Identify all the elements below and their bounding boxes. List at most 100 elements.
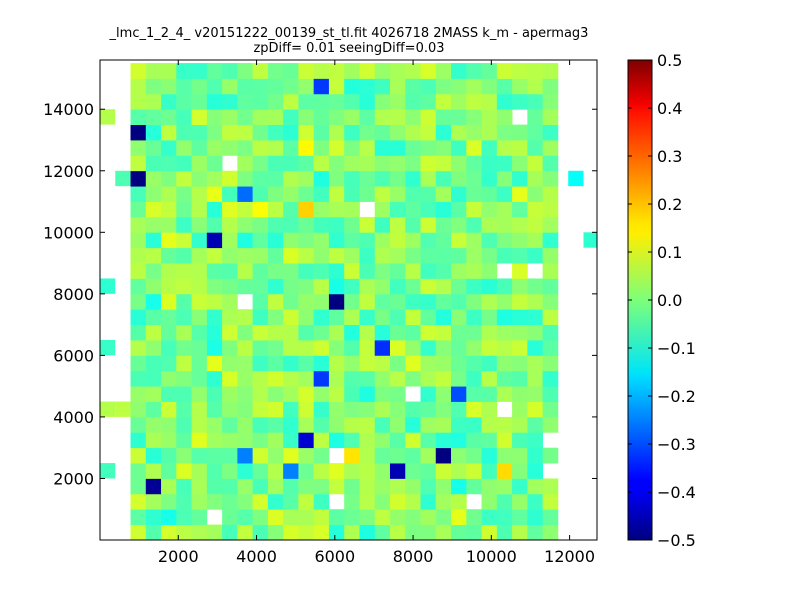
heatmap-cell [161,170,177,187]
colorbar-tick-label: −0.3 [657,435,696,454]
heatmap-cell [313,463,330,479]
heatmap-cell [451,463,467,479]
heatmap-cell [237,432,254,449]
heatmap-cell [191,170,208,187]
heatmap-cell [344,309,360,326]
heatmap-cell [420,263,437,279]
heatmap-cell [161,386,177,402]
heatmap-cell [252,463,269,479]
heatmap-cell [161,93,177,110]
heatmap-cell [359,186,376,202]
heatmap-cell [191,109,208,126]
heatmap-cell [374,78,391,95]
heatmap-cell [389,124,406,141]
heatmap-cell [405,493,421,510]
heatmap-cell [191,232,208,249]
heatmap-cell [451,401,467,418]
heatmap-cell [481,278,498,295]
y-tick-label: 2000 [53,469,94,488]
heatmap-cell [176,263,192,279]
colorbar-tick-label: −0.2 [657,387,696,406]
heatmap-cell [466,93,482,110]
heatmap-cell [191,140,208,156]
heatmap-cell [161,447,177,464]
heatmap-cell [206,463,223,479]
heatmap-cell [161,278,177,295]
heatmap-cell [237,93,254,110]
heatmap-cell [466,263,482,279]
heatmap-cell [298,524,315,541]
heatmap-cell [359,493,376,510]
heatmap-cell [206,109,223,126]
heatmap-cell [405,324,421,341]
heatmap-cell [435,109,452,126]
heatmap-cell [389,93,406,110]
heatmap-cell [267,93,284,110]
heatmap-cell [527,386,543,402]
heatmap-cell [405,370,421,387]
heatmap-cell [542,63,559,79]
heatmap-cell [481,340,498,356]
heatmap-cell [435,78,452,95]
heatmap-cell [328,63,345,79]
heatmap-cell [542,78,559,95]
heatmap-cell [222,355,238,372]
heatmap-cell [176,93,192,110]
heatmap-cell [389,201,406,218]
heatmap-cell [176,124,192,141]
heatmap-cell [328,432,345,449]
heatmap-cell [435,463,452,479]
heatmap-cell [405,63,421,79]
heatmap-cell [481,263,498,279]
heatmap-cell [420,309,437,326]
heatmap-cell [374,170,391,187]
heatmap-cell [161,309,177,326]
heatmap-cell [481,386,498,402]
heatmap-cell [527,155,543,172]
heatmap-cell [389,78,406,95]
chart-title: _lmc_1_2_4_ v20151222_00139_st_tl.fit 40… [109,26,589,41]
heatmap-cell [191,309,208,326]
heatmap-cell [496,216,513,233]
heatmap-cell [435,493,452,510]
heatmap-cell [466,386,482,402]
heatmap-edge-cell [100,340,116,356]
heatmap-cell [496,247,513,264]
heatmap-cell [298,463,315,479]
heatmap-cell [191,401,208,418]
heatmap-cell [389,386,406,402]
heatmap-cell [313,247,330,264]
heatmap-cell [466,370,482,387]
heatmap-cell [145,186,162,202]
heatmap-cell [252,493,269,510]
heatmap-cell [206,170,223,187]
heatmap-cell [237,370,254,387]
heatmap-cell [435,124,452,141]
heatmap-cell [359,447,376,464]
heatmap-cell [206,370,223,387]
heatmap-cell [283,293,299,310]
y-tick-label: 4000 [53,408,94,427]
heatmap-cell [283,309,299,326]
heatmap-cell [496,232,513,249]
heatmap-cell [496,109,513,126]
heatmap-cell [466,155,482,172]
heatmap-cell [176,493,192,510]
heatmap-cell [466,186,482,202]
heatmap-cell [267,432,284,449]
heatmap-cell [328,509,345,526]
heatmap-cell [451,170,467,187]
heatmap-cell [298,509,315,526]
heatmap-cell [252,63,269,79]
heatmap-cell [328,324,345,341]
heatmap-cell [420,447,437,464]
heatmap-cell [328,355,345,372]
heatmap-cell [420,216,437,233]
heatmap-cell [222,386,238,402]
heatmap-cell [130,416,147,433]
heatmap-cell [359,524,376,541]
heatmap-cell [542,263,559,279]
heatmap-cell [283,463,299,479]
heatmap-cell [420,247,437,264]
heatmap-cell [298,216,315,233]
